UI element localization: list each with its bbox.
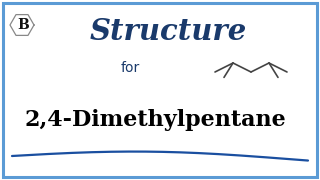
Text: B: B bbox=[17, 18, 29, 32]
Text: Structure: Structure bbox=[89, 17, 247, 46]
Text: 2,4-Dimethylpentane: 2,4-Dimethylpentane bbox=[24, 109, 286, 131]
Text: for: for bbox=[120, 61, 140, 75]
